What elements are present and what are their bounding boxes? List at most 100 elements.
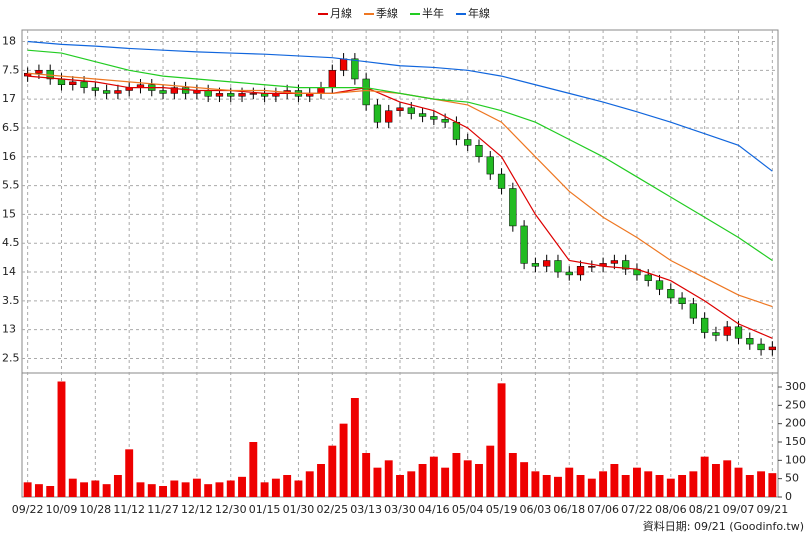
x-tick-label: 05/19 — [486, 503, 518, 516]
candle-body — [418, 113, 427, 117]
x-tick-label: 12/12 — [181, 503, 213, 516]
x-tick-label: 11/27 — [147, 503, 179, 516]
volume-bar — [238, 476, 246, 497]
x-tick-label: 06/18 — [553, 503, 585, 516]
volume-bar — [531, 471, 540, 497]
legend-label: 月線 — [330, 6, 352, 20]
volume-bar — [542, 475, 551, 497]
volume-bar — [475, 464, 483, 497]
volume-bar — [271, 478, 280, 497]
volume-bar — [215, 482, 224, 497]
volume-bar — [497, 383, 506, 497]
volume-bar — [147, 484, 156, 497]
volume-bar — [587, 478, 596, 497]
volume-bar — [734, 467, 743, 497]
candle-body — [644, 274, 652, 281]
candle-body — [249, 93, 257, 95]
x-tick-label: 04/16 — [418, 503, 450, 516]
x-tick-label: 02/25 — [316, 503, 348, 516]
legend-label: 半年 — [422, 6, 444, 20]
y-tick-label: 7.5 — [2, 63, 20, 76]
volume-bar — [192, 478, 201, 497]
candle-body — [204, 90, 212, 97]
x-tick-label: 09/22 — [12, 503, 44, 516]
volume-bar — [181, 482, 190, 497]
x-tick-label: 10/28 — [79, 503, 111, 516]
volume-bar — [396, 475, 404, 497]
volume-bar — [328, 445, 337, 497]
volume-bar — [305, 471, 314, 497]
volume-bar — [125, 449, 134, 497]
volume-bar — [407, 471, 416, 497]
candle-body — [509, 188, 517, 227]
candle-body — [441, 119, 449, 123]
volume-bar — [57, 381, 66, 497]
volume-tick-label: 50 — [785, 472, 799, 485]
x-tick-label: 07/06 — [587, 503, 619, 516]
volume-bar — [508, 453, 517, 497]
candle-body — [238, 93, 246, 97]
y-tick-label: 3.5 — [2, 294, 20, 307]
y-tick-label: 18 — [2, 35, 16, 48]
y-tick-label: 2.5 — [2, 351, 20, 364]
volume-bar — [757, 471, 766, 497]
volume-bar — [260, 482, 269, 497]
volume-tick-label: 200 — [785, 417, 806, 430]
candle-body — [91, 87, 99, 91]
y-tick-label: 4.5 — [2, 236, 20, 249]
volume-bar — [633, 467, 641, 497]
volume-bar — [226, 480, 235, 497]
volume-bar — [68, 478, 77, 497]
volume-tick-label: 250 — [785, 398, 806, 411]
candle-body — [543, 260, 551, 267]
volume-bar — [599, 471, 608, 497]
candle-body — [655, 280, 664, 290]
x-tick-label: 03/13 — [350, 503, 382, 516]
candle-body — [407, 107, 415, 114]
volume-bar — [339, 423, 348, 497]
volume-bar — [768, 473, 777, 497]
x-tick-label: 10/09 — [46, 503, 78, 516]
candle-body — [486, 156, 494, 175]
ma-line — [27, 49, 773, 262]
volume-bar — [46, 486, 55, 497]
candle-body — [610, 260, 619, 264]
y-tick-label: 5.5 — [2, 179, 20, 192]
volume-tick-label: 150 — [785, 435, 806, 448]
volume-tick-label: 0 — [785, 490, 792, 503]
volume-bar — [362, 453, 371, 497]
volume-bar — [80, 482, 89, 497]
candle-body — [69, 81, 77, 85]
candle-body — [667, 289, 675, 299]
x-tick-label: 06/03 — [520, 503, 552, 516]
volume-bar — [666, 478, 675, 497]
candle-body — [712, 332, 720, 336]
candle-body — [396, 107, 404, 111]
candle-body — [35, 70, 43, 74]
candle-body — [102, 90, 111, 94]
candle-body — [215, 93, 224, 97]
volume-bar — [23, 482, 32, 497]
volume-bar — [429, 456, 438, 497]
y-tick-label: 14 — [2, 265, 16, 278]
volume-bar — [745, 475, 754, 497]
candle-body — [746, 338, 754, 345]
candle-body — [464, 139, 472, 146]
candle-body — [678, 297, 686, 304]
volume-bar — [486, 445, 495, 497]
volume-bar — [441, 467, 450, 497]
candle-body — [452, 121, 461, 140]
candle-body — [497, 173, 506, 189]
candle-body — [385, 110, 393, 123]
volume-bar — [689, 471, 698, 497]
volume-bar — [204, 484, 213, 497]
volume-bar — [34, 484, 43, 497]
legend-label: 季線 — [376, 6, 398, 20]
candle-body — [57, 78, 66, 85]
candle-body — [159, 90, 167, 94]
volume-bar — [317, 464, 325, 497]
volume-bar — [463, 460, 472, 497]
volume-bar — [350, 398, 359, 497]
candle-body — [339, 58, 348, 71]
volume-bar — [565, 467, 574, 497]
